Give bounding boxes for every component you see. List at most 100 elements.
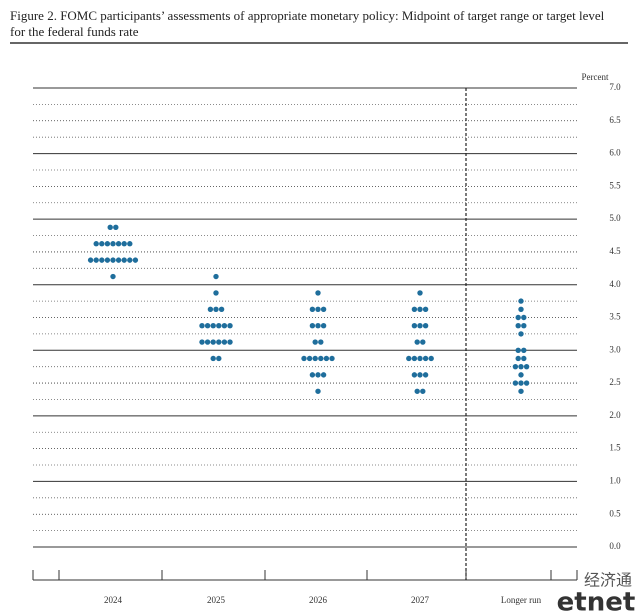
x-tick-label: 2027 <box>411 595 430 605</box>
y-tick-label: 3.5 <box>609 312 621 322</box>
dot <box>329 355 335 362</box>
dot <box>315 372 321 378</box>
dot <box>121 257 127 263</box>
dot <box>93 241 99 247</box>
dot <box>213 273 219 280</box>
dot <box>422 306 429 313</box>
dot <box>87 257 94 263</box>
y-tick-label: 5.5 <box>609 180 621 190</box>
y-tick-label: 2.5 <box>609 377 621 387</box>
y-tick-label: 1.0 <box>609 475 621 485</box>
dot <box>521 355 527 362</box>
dot <box>417 372 423 378</box>
dot <box>213 306 219 313</box>
dot <box>315 306 321 313</box>
dot <box>216 322 222 329</box>
dot <box>518 372 524 378</box>
dot <box>315 290 321 296</box>
dot <box>113 224 119 231</box>
dot <box>417 306 423 313</box>
dot <box>512 363 519 370</box>
dot <box>414 339 420 345</box>
dot <box>411 322 418 329</box>
dot <box>320 306 327 313</box>
dot <box>115 257 122 263</box>
y-tick-label: 6.5 <box>609 115 621 125</box>
dot <box>227 339 233 345</box>
dot <box>312 355 318 362</box>
x-tick-label: Longer run <box>501 595 542 605</box>
y-tick-label: 0.0 <box>609 541 621 551</box>
dot <box>301 355 307 362</box>
dot <box>518 331 524 337</box>
y-tick-label: 4.0 <box>609 279 621 289</box>
y-tick-label: 1.5 <box>609 443 621 453</box>
dot <box>213 290 219 296</box>
dot <box>420 339 426 345</box>
dot <box>216 355 222 362</box>
dot <box>318 339 324 345</box>
dot <box>306 355 313 362</box>
dot <box>518 388 524 394</box>
dot <box>411 306 418 313</box>
chart-title: Figure 2. FOMC participants’ assessments… <box>10 8 605 39</box>
dot <box>320 322 327 329</box>
dot <box>132 257 139 263</box>
dot <box>309 306 316 313</box>
dot <box>315 322 321 329</box>
dot <box>110 241 116 247</box>
dot <box>515 314 521 321</box>
dot <box>518 363 524 370</box>
dot <box>411 372 418 378</box>
dot <box>323 355 330 362</box>
dot <box>107 224 113 231</box>
dot <box>318 355 324 362</box>
dot <box>210 355 216 362</box>
dot <box>521 314 527 321</box>
dot <box>518 380 524 386</box>
dot <box>515 355 521 362</box>
dot <box>422 322 429 329</box>
watermark-cn: 经济通 <box>584 571 632 590</box>
y-tick-label: 0.5 <box>609 508 621 518</box>
dot <box>518 306 524 313</box>
dot <box>417 290 423 296</box>
dot <box>99 241 105 247</box>
dot <box>227 322 233 329</box>
dot <box>104 257 111 263</box>
x-tick-label: 2026 <box>309 595 328 605</box>
dot <box>428 355 434 362</box>
dot <box>110 257 116 263</box>
x-tick-label: 2024 <box>104 595 123 605</box>
dot <box>93 257 99 263</box>
dot <box>221 322 228 329</box>
dot <box>218 306 225 313</box>
dot <box>515 322 521 329</box>
dot <box>210 339 216 345</box>
dot <box>204 322 211 329</box>
y-tick-label: 2.0 <box>609 410 621 420</box>
dot <box>320 372 327 378</box>
dot <box>127 257 133 263</box>
y-tick-label: 4.5 <box>609 246 621 256</box>
dot <box>99 257 105 263</box>
dot <box>523 380 530 386</box>
dot <box>422 355 429 362</box>
dot <box>204 339 211 345</box>
dot <box>309 322 316 329</box>
dot <box>417 355 423 362</box>
x-tick-label: 2025 <box>207 595 226 605</box>
dot <box>127 241 133 247</box>
dot <box>420 388 426 394</box>
dot <box>518 298 524 304</box>
dot <box>115 241 122 247</box>
dot <box>411 355 418 362</box>
dot <box>221 339 228 345</box>
dot <box>414 388 420 394</box>
dot <box>521 347 527 353</box>
dot <box>417 322 423 329</box>
dot <box>515 347 521 353</box>
y-tick-label: 3.0 <box>609 344 621 354</box>
